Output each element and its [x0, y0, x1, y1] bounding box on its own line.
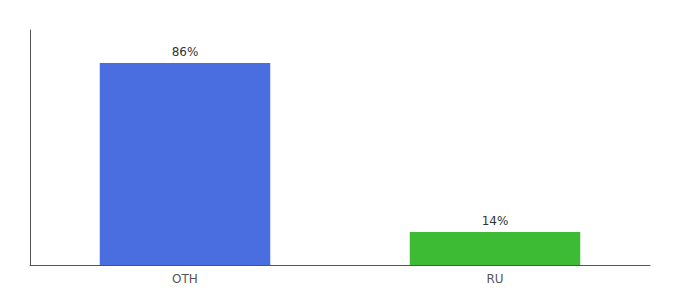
- svg-text:RU: RU: [486, 272, 503, 286]
- svg-text:14%: 14%: [482, 214, 509, 228]
- svg-text:86%: 86%: [172, 45, 199, 59]
- svg-text:OTH: OTH: [172, 272, 198, 286]
